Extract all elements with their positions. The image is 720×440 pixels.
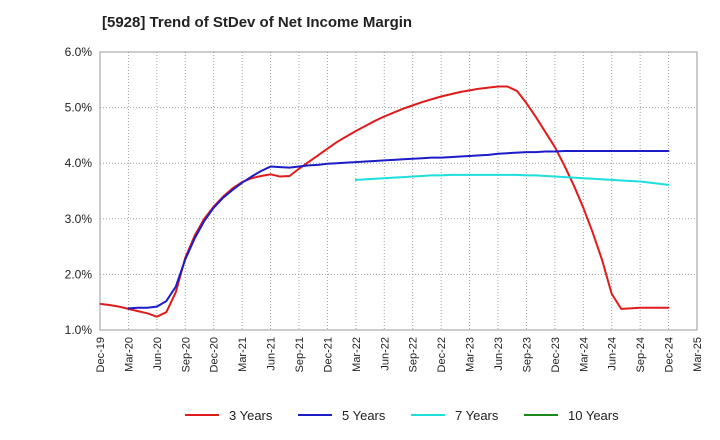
y-tick-label: 4.0% [65, 156, 93, 170]
y-tick-label: 2.0% [65, 267, 93, 281]
x-tick-label: Mar-21 [237, 337, 249, 372]
x-tick-label: Sep-23 [521, 337, 533, 372]
x-tick-label: Mar-25 [692, 337, 704, 372]
legend-item-3-years: 3 Years [185, 404, 272, 426]
x-tick-label: Jun-22 [379, 337, 391, 371]
x-tick-label: Dec-23 [550, 337, 562, 372]
x-tick-label: Dec-24 [664, 337, 676, 372]
legend-item-5-years: 5 Years [298, 404, 385, 426]
series-line-5-years [127, 149, 670, 310]
x-tick-label: Dec-19 [95, 337, 107, 372]
legend-label-3-years: 3 Years [229, 407, 273, 423]
y-tick-label: 5.0% [65, 101, 93, 115]
x-tick-label: Sep-20 [180, 337, 192, 372]
x-tick-label: Jun-24 [607, 337, 619, 371]
x-tick-label: Sep-24 [635, 337, 647, 372]
legend: 3 Years 5 Years 7 Years 10 Years [0, 404, 720, 426]
legend-swatch-3-years [185, 414, 219, 416]
x-tick-label: Mar-24 [578, 337, 590, 372]
legend-swatch-5-years [298, 414, 332, 416]
series-line-7-years [354, 173, 670, 186]
x-tick-label: Sep-22 [408, 337, 420, 372]
y-axis: 1.0% 2.0% 3.0% 4.0% 5.0% 6.0% [65, 45, 93, 337]
plot-frame [99, 51, 698, 331]
y-tick-label: 6.0% [65, 45, 93, 59]
x-tick-label: Jun-21 [266, 337, 278, 371]
x-tick-label: Dec-20 [209, 337, 221, 372]
x-tick-label: Mar-20 [123, 337, 135, 372]
x-tick-label: Mar-22 [351, 337, 363, 372]
grid-layer [99, 51, 698, 331]
x-tick-label: Jun-23 [493, 337, 505, 371]
legend-item-10-years: 10 Years [524, 404, 619, 426]
legend-label-5-years: 5 Years [342, 407, 386, 423]
legend-item-7-years: 7 Years [411, 404, 498, 426]
y-tick-label: 1.0% [65, 323, 93, 337]
x-tick-label: Sep-21 [294, 337, 306, 372]
x-tick-label: Dec-21 [322, 337, 334, 372]
x-tick-label: Jun-20 [152, 337, 164, 371]
chart-title: [5928] Trend of StDev of Net Income Marg… [102, 14, 413, 31]
y-tick-label: 3.0% [65, 212, 93, 226]
legend-swatch-10-years [524, 414, 558, 416]
x-axis: Dec-19 Mar-20 Jun-20 Sep-20 Dec-20 Mar-21 Jun-… [95, 337, 704, 372]
legend-label-10-years: 10 Years [568, 407, 619, 423]
legend-label-7-years: 7 Years [455, 407, 499, 423]
x-tick-label: Dec-22 [436, 337, 448, 372]
series-layer [99, 85, 670, 318]
legend-swatch-7-years [411, 414, 445, 416]
series-line-3-years [99, 85, 670, 318]
x-tick-label: Mar-23 [465, 337, 477, 372]
